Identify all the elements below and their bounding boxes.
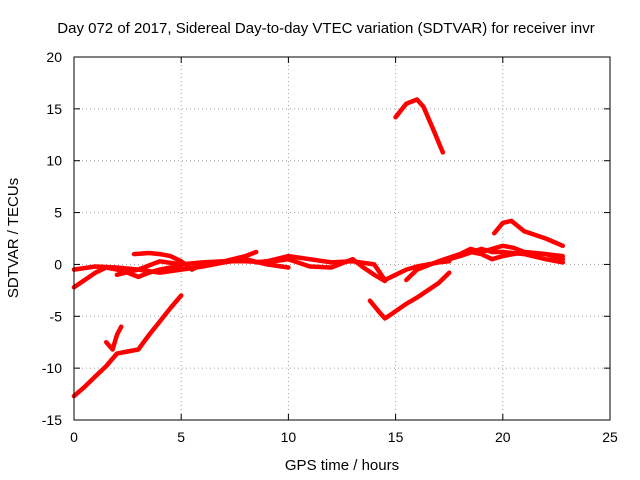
- tick-layer: 0 5 10 15 20 25 -15 -10 -5 0 5 10 15 20: [42, 49, 618, 445]
- x-axis-label: GPS time / hours: [285, 457, 399, 474]
- plot-frame: [73, 56, 611, 421]
- y-tick-label: 10: [46, 153, 62, 169]
- x-tick-label: 10: [281, 429, 297, 445]
- y-axis-label: SDTVAR / TECUs: [5, 178, 22, 298]
- y-tick-label: -5: [50, 308, 63, 324]
- chart-title: Day 072 of 2017, Sidereal Day-to-day VTE…: [57, 20, 594, 37]
- series-layer: [71, 97, 566, 399]
- series-track-9: [393, 97, 446, 155]
- y-tick-label: 20: [46, 49, 62, 65]
- series-track-13: [457, 249, 566, 262]
- grid-layer: [74, 57, 610, 420]
- y-tick-label: -15: [42, 412, 62, 428]
- y-tick-label: 15: [46, 101, 62, 117]
- series-track-1: [71, 293, 184, 399]
- x-tick-label: 20: [495, 429, 511, 445]
- x-tick-label: 15: [388, 429, 404, 445]
- series-track-8: [367, 270, 452, 321]
- series-track-12: [491, 218, 566, 249]
- y-tick-label: 5: [54, 205, 62, 221]
- x-tick-label: 5: [177, 429, 185, 445]
- series-track-6: [131, 249, 259, 272]
- x-tick-label: 25: [602, 429, 618, 445]
- y-tick-label: -10: [42, 360, 62, 376]
- series-track-2: [103, 324, 124, 352]
- y-tick-label: 0: [54, 256, 62, 272]
- x-tick-label: 0: [70, 429, 78, 445]
